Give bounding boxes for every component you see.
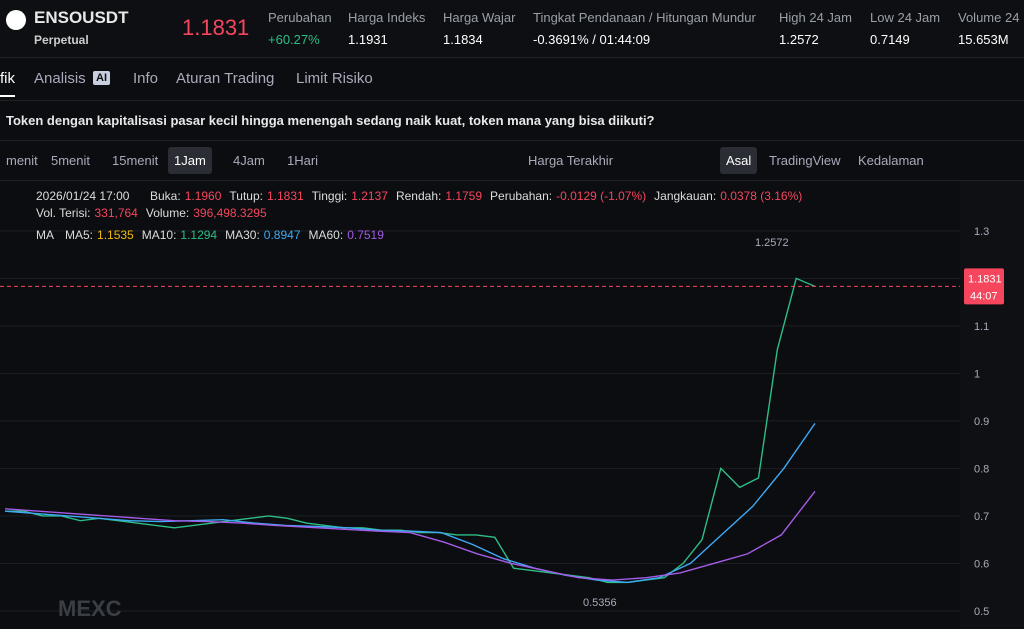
info-label: MA60: (309, 228, 344, 242)
view[interactable]: TradingView (769, 153, 841, 168)
info-value: 1.1960 (185, 189, 222, 203)
info-label: Perubahan: (490, 189, 552, 203)
tab[interactable]: Info (133, 70, 159, 87)
price-line (5, 277, 816, 584)
info-label: Tutup: (229, 189, 263, 203)
stat-label: Low 24 Jam (870, 10, 941, 25)
info-value: 0.7519 (347, 228, 384, 242)
info-label: Tinggi: (312, 189, 348, 203)
headline-row: Token dengan kapitalisasi pasar kecil hi… (0, 101, 1024, 141)
tab[interactable]: fik (0, 70, 15, 97)
info-label: MA5: (65, 228, 93, 242)
info-label: Rendah: (396, 189, 441, 203)
interval[interactable]: 1Jam (168, 147, 212, 174)
stat-label: Harga Wajar (443, 10, 516, 25)
info-value: 1.1294 (180, 228, 217, 242)
chart: 0.50.60.70.80.911.11.21.31.183144:071.25… (0, 181, 1024, 629)
high-label: 1.2572 (755, 237, 789, 249)
interval[interactable]: 4Jam (233, 153, 265, 168)
info-value: 1.1535 (97, 228, 134, 242)
ai-badge: AI (93, 71, 110, 85)
ohlc-time: 2026/01/24 17:00 (36, 189, 130, 203)
info-value: 1.2137 (351, 189, 388, 203)
last-price: 1.1831 (182, 15, 250, 40)
info-value: 0.0378 (3.16%) (720, 189, 802, 203)
y-tick-label: 0.6 (974, 558, 989, 570)
price-tag-label: 1.1831 (968, 273, 1002, 285)
y-tick-label: 1 (974, 368, 980, 380)
watermark: MEXC (58, 596, 122, 621)
coin-icon (6, 10, 26, 30)
info-label: MA30: (225, 228, 260, 242)
info-label: Vol. Terisi: (36, 206, 90, 220)
price-axis (960, 181, 1024, 629)
view[interactable]: Asal (720, 147, 758, 174)
stat-label: Tingkat Pendanaan / Hitungan Mundur (533, 10, 756, 25)
low-label: 0.5356 (583, 597, 617, 609)
ma-label: MA (36, 228, 54, 242)
tabs: fik Analisis Info Aturan Trading Limit Risik… (0, 58, 1024, 101)
price-line (4, 423, 816, 584)
toolbar: menit 5menit 15menit 1Jam 4Jam 1Hari Harga Ter… (0, 141, 1024, 181)
tab[interactable]: Limit Risiko (296, 70, 373, 87)
info-value: 396,498.3295 (193, 206, 267, 220)
interval[interactable]: 1Hari (287, 153, 319, 168)
headline[interactable]: Token dengan kapitalisasi pasar kecil hi… (6, 113, 655, 128)
stat-value: +60.27% (268, 32, 320, 47)
stat-value: 1.1834 (443, 32, 483, 47)
price-type[interactable]: Harga Terakhir (528, 153, 614, 168)
y-tick-label: 0.8 (974, 463, 989, 475)
info-label: Buka: (150, 189, 181, 203)
y-tick-label: 0.5 (974, 606, 989, 618)
contract: Perpetual (34, 33, 89, 47)
stat-label: High 24 Jam (779, 10, 852, 25)
info-label: MA10: (142, 228, 177, 242)
stat-label: Perubahan (268, 10, 332, 25)
y-tick-label: 0.9 (974, 416, 989, 428)
interval[interactable]: 5menit (51, 153, 91, 168)
tab[interactable]: Aturan Trading (176, 70, 275, 87)
interval[interactable]: 15menit (112, 153, 159, 168)
info-value: 331,764 (94, 206, 138, 220)
stat-value: 15.653M (958, 32, 1009, 47)
interval[interactable]: menit (6, 153, 38, 168)
price-line (4, 490, 816, 581)
y-tick-label: 0.7 (974, 511, 989, 523)
view[interactable]: Kedalaman (858, 153, 924, 168)
info-value: 0.8947 (264, 228, 301, 242)
y-tick-label: 1.1 (974, 321, 989, 333)
stat-value: 1.1931 (348, 32, 388, 47)
info-value: -0.0129 (-1.07%) (556, 189, 646, 203)
symbol[interactable]: ENSOUSDT (34, 8, 129, 27)
price-tag (964, 268, 1004, 305)
stat-value: -0.3691% / 01:44:09 (533, 32, 651, 47)
stat-value: 1.2572 (779, 32, 819, 47)
stat-label: Volume 24 (958, 10, 1020, 25)
countdown: 44:07 (970, 290, 998, 302)
header: ENSOUSDT Perpetual 1.1831 Perubahan +60.2… (0, 0, 1024, 58)
info-label: Volume: (146, 206, 189, 220)
y-tick-label: 1.3 (974, 226, 989, 238)
info-label: Jangkauan: (654, 189, 716, 203)
stat-value: 0.7149 (870, 32, 910, 47)
info-value: 1.1831 (267, 189, 304, 203)
tab[interactable]: Analisis (34, 70, 86, 87)
stat-label: Harga Indeks (348, 10, 426, 25)
info-value: 1.1759 (445, 189, 482, 203)
